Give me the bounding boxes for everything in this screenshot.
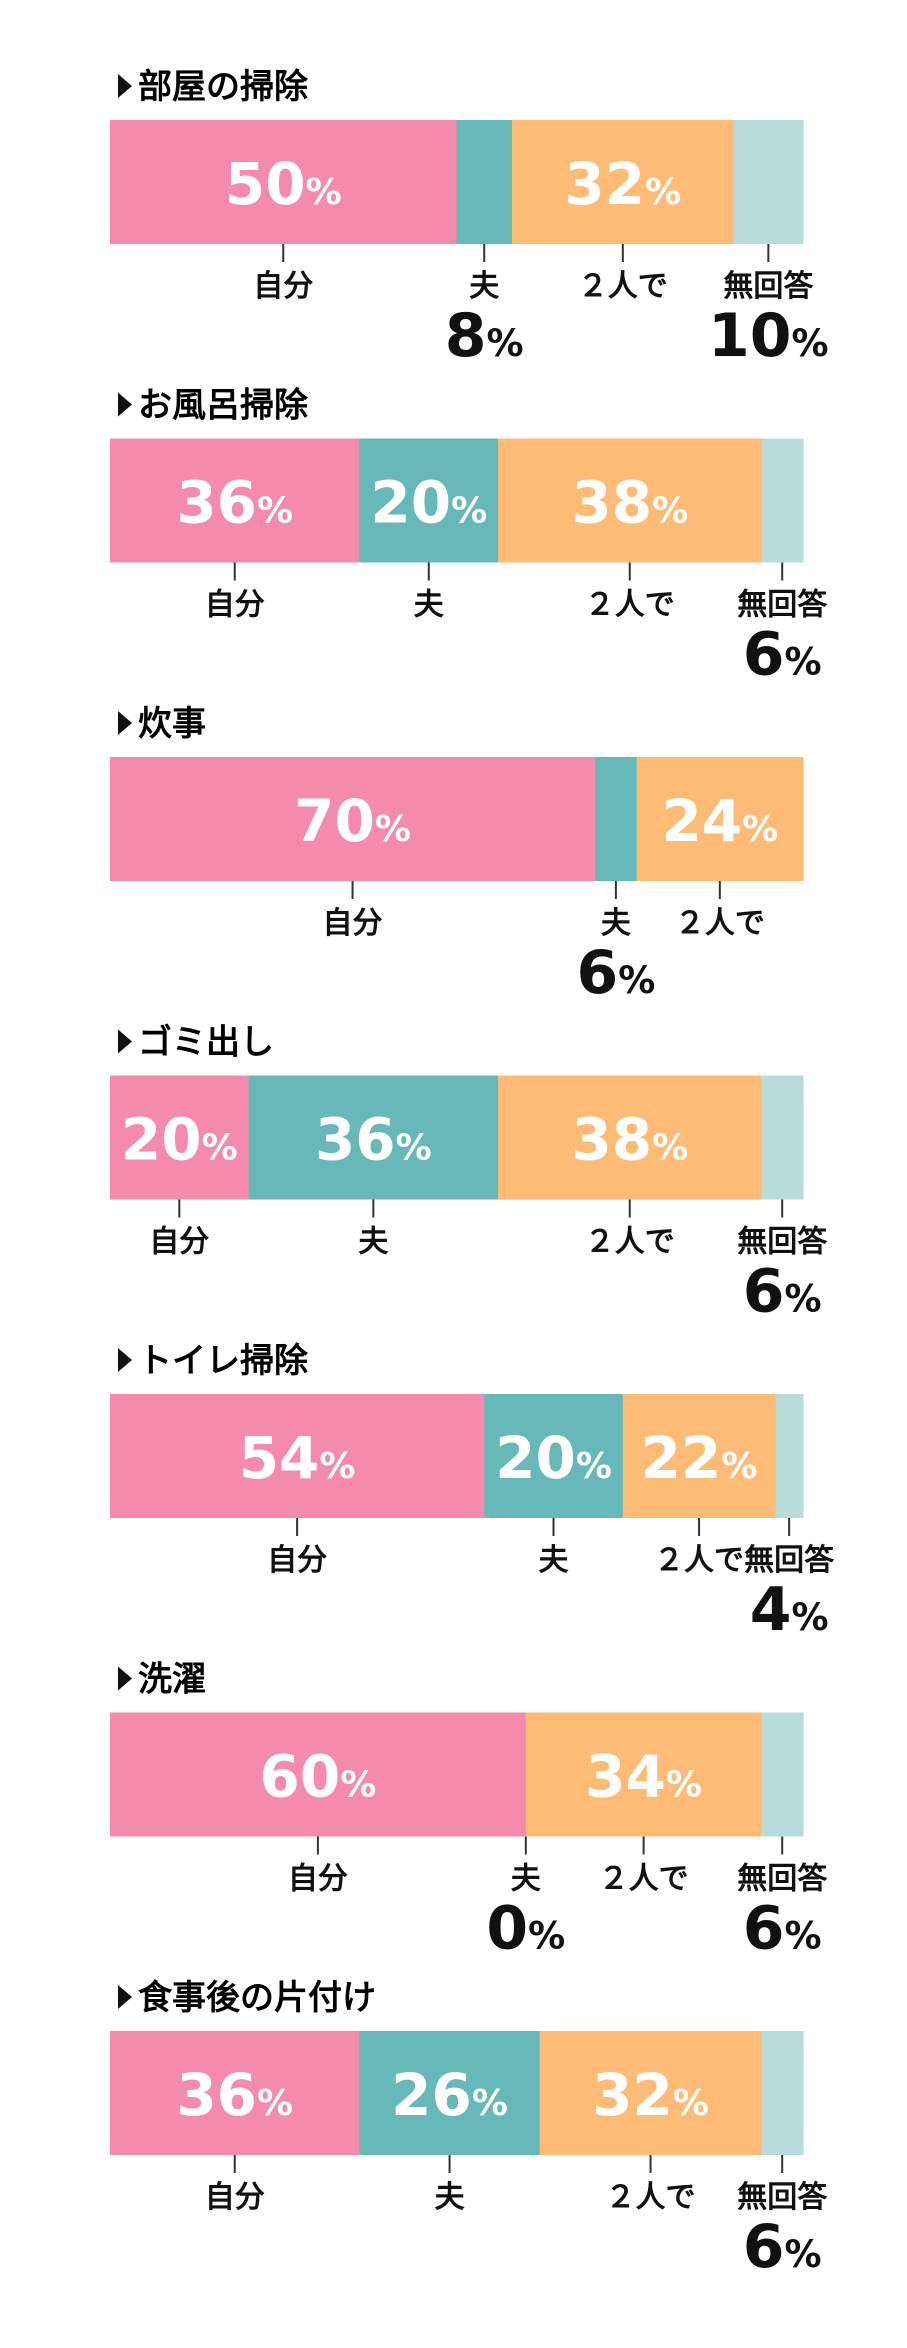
row-7-value-self: 36% bbox=[176, 2061, 293, 2129]
row-4-value-both: 38% bbox=[571, 1106, 688, 1174]
row-6-category-both: ２人で bbox=[599, 1862, 689, 1897]
row-1-value-husband: 8% bbox=[445, 301, 524, 371]
row-2-value-self: 36% bbox=[176, 469, 293, 537]
row-4-category-self: 自分 bbox=[149, 1225, 209, 1260]
row-1-bar-husband bbox=[456, 120, 513, 244]
row-6-value-husband: 0% bbox=[486, 1894, 565, 1964]
row-7-bar-self bbox=[110, 2031, 361, 2155]
row-6-bar-both bbox=[525, 1712, 763, 1837]
row-5-bar-no-answer bbox=[775, 1394, 804, 1518]
row-5-bar-both bbox=[622, 1394, 776, 1518]
row-3-bar-both bbox=[636, 757, 804, 881]
row-3-bar-husband bbox=[595, 757, 638, 881]
row-1-bar-no-answer bbox=[733, 120, 804, 244]
row-3-category-husband: 夫 bbox=[601, 906, 632, 941]
row-4-category-no-answer: 無回答 bbox=[737, 1225, 828, 1260]
row-2-category-husband: 夫 bbox=[414, 588, 445, 623]
row-7-bar-both bbox=[539, 2031, 763, 2155]
row-6-bar-self bbox=[110, 1712, 527, 1837]
row-5-bar-self bbox=[110, 1394, 485, 1518]
row-6-category-no-answer: 無回答 bbox=[737, 1862, 828, 1897]
row-7-category-no-answer: 無回答 bbox=[737, 2180, 828, 2215]
row-6-value-self: 60% bbox=[260, 1743, 377, 1811]
row-5-category-husband: 夫 bbox=[539, 1543, 570, 1578]
row-2-bar-no-answer bbox=[761, 438, 804, 563]
row-7-category-husband: 夫 bbox=[435, 2180, 466, 2215]
row-1-category-no-answer: 無回答 bbox=[723, 269, 814, 304]
row-5-value-no-answer: 4% bbox=[750, 1575, 829, 1645]
row-1-value-both: 32% bbox=[564, 150, 681, 218]
row-4-value-no-answer: 6% bbox=[743, 1257, 822, 1327]
row-1-category-self: 自分 bbox=[253, 269, 313, 304]
row-1-category-both: ２人で bbox=[578, 269, 668, 304]
row-6-value-no-answer: 6% bbox=[743, 1894, 822, 1964]
row-4-bar-no-answer bbox=[761, 1075, 804, 1200]
row-7-value-husband: 26% bbox=[391, 2061, 508, 2129]
row-6-value-both: 34% bbox=[585, 1743, 702, 1811]
row-2-title: お風呂掃除 bbox=[138, 386, 309, 426]
row-3-category-both: ２人で bbox=[675, 906, 765, 941]
row-5-category-self: 自分 bbox=[267, 1543, 327, 1578]
row-7-value-no-answer: 6% bbox=[743, 2212, 822, 2282]
row-1-value-self: 50% bbox=[225, 150, 342, 218]
row-7-bar-husband bbox=[359, 2031, 541, 2155]
row-7-category-self: 自分 bbox=[205, 2180, 265, 2215]
row-6-bar-no-answer bbox=[761, 1712, 804, 1837]
row-1-bar-self bbox=[110, 120, 458, 244]
row-2-title-marker-icon bbox=[118, 392, 132, 417]
row-2-category-no-answer: 無回答 bbox=[737, 588, 828, 623]
row-1-title: 部屋の掃除 bbox=[138, 67, 309, 107]
row-5-value-both: 22% bbox=[641, 1424, 758, 1492]
row-7-bar-no-answer bbox=[761, 2031, 804, 2155]
row-2-value-no-answer: 6% bbox=[743, 620, 822, 690]
row-3-value-self: 70% bbox=[294, 787, 411, 855]
row-4-bar-husband bbox=[248, 1075, 499, 1200]
row-6-title: 洗濯 bbox=[138, 1660, 206, 1700]
row-1-title-marker-icon bbox=[118, 74, 132, 98]
row-6-category-husband: 夫 bbox=[511, 1862, 542, 1897]
row-5-category-both: ２人で bbox=[654, 1543, 744, 1578]
row-4-category-husband: 夫 bbox=[358, 1225, 389, 1260]
row-3-title: 炊事 bbox=[138, 704, 206, 744]
row-4-bar-self bbox=[110, 1075, 250, 1200]
row-1-value-no-answer: 10% bbox=[708, 301, 829, 371]
row-5-title-marker-icon bbox=[118, 1348, 132, 1372]
row-3-title-marker-icon bbox=[118, 711, 132, 735]
row-2-value-both: 38% bbox=[571, 469, 688, 537]
row-2-category-both: ２人で bbox=[585, 588, 675, 623]
row-1-bar-both bbox=[511, 120, 735, 244]
row-2-bar-self bbox=[110, 438, 361, 563]
row-3-value-both: 24% bbox=[661, 787, 778, 855]
row-7-value-both: 32% bbox=[592, 2061, 709, 2129]
row-6-title-marker-icon bbox=[118, 1666, 132, 1691]
row-5-bar-husband bbox=[484, 1394, 624, 1518]
row-3-bar-self bbox=[110, 757, 596, 881]
row-1-category-husband: 夫 bbox=[469, 269, 500, 304]
row-7-title: 食事後の片付け bbox=[138, 1978, 376, 2018]
row-5-value-self: 54% bbox=[239, 1424, 356, 1492]
row-4-value-self: 20% bbox=[121, 1106, 238, 1174]
row-2-bar-both bbox=[498, 438, 763, 563]
row-3-category-self: 自分 bbox=[323, 906, 383, 941]
row-6-category-self: 自分 bbox=[288, 1862, 348, 1897]
row-4-title-marker-icon bbox=[118, 1029, 132, 1054]
row-2-value-husband: 20% bbox=[370, 469, 487, 537]
row-7-category-both: ２人で bbox=[606, 2180, 696, 2215]
row-5-category-no-answer: 無回答 bbox=[744, 1543, 835, 1578]
row-2-bar-husband bbox=[359, 438, 499, 563]
row-4-category-both: ２人で bbox=[585, 1225, 675, 1260]
row-3-value-husband: 6% bbox=[576, 938, 655, 1008]
row-5-title: トイレ掃除 bbox=[138, 1341, 309, 1381]
row-4-bar-both bbox=[498, 1075, 763, 1200]
row-2-category-self: 自分 bbox=[205, 588, 265, 623]
row-4-title: ゴミ出し bbox=[138, 1023, 274, 1063]
row-4-value-husband: 36% bbox=[315, 1106, 432, 1174]
row-5-value-husband: 20% bbox=[495, 1424, 612, 1492]
row-7-title-marker-icon bbox=[118, 1985, 132, 2009]
